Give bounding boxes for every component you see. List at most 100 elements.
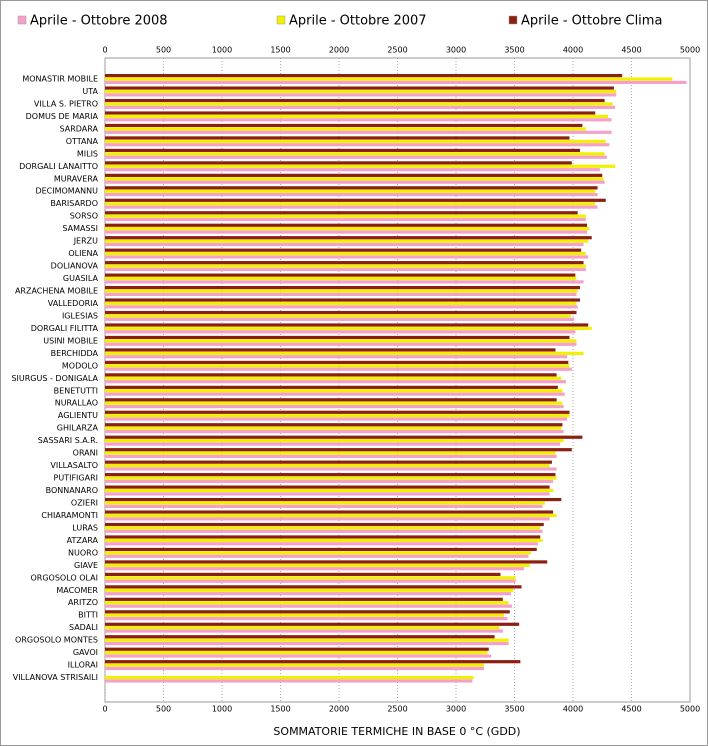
bar xyxy=(105,467,557,471)
x-tick-label: 500 xyxy=(156,46,171,55)
x-tick-label: 4500 xyxy=(621,705,641,714)
bar xyxy=(105,317,575,321)
x-tick-label: 5000 xyxy=(680,46,700,55)
bar xyxy=(105,610,510,614)
y-tick-label: GAVOI xyxy=(73,648,98,657)
y-tick-label: PUTIFIGARI xyxy=(54,474,98,483)
bar xyxy=(105,429,564,434)
y-tick-label: OZIERI xyxy=(71,498,98,507)
y-tick-label: VILLA S. PIETRO xyxy=(34,99,98,108)
y-tick-label: DOMUS DE MARIA xyxy=(26,112,99,121)
bar xyxy=(105,666,485,671)
bar xyxy=(105,538,543,542)
bar xyxy=(105,105,616,109)
x-tick-label: 1000 xyxy=(212,46,232,55)
bar xyxy=(105,193,598,197)
bar xyxy=(105,236,592,240)
bar xyxy=(105,380,566,384)
bar xyxy=(105,255,589,259)
bar xyxy=(105,205,598,209)
bar xyxy=(105,267,586,272)
bar xyxy=(105,214,586,218)
bar xyxy=(105,551,531,555)
bar xyxy=(105,139,606,143)
bar xyxy=(105,479,554,484)
y-tick-label: JERZU xyxy=(73,237,98,246)
bar xyxy=(105,423,563,427)
bar xyxy=(105,629,503,633)
bar xyxy=(105,168,600,172)
bar xyxy=(105,289,578,293)
x-tick-label: 2500 xyxy=(387,705,407,714)
bar xyxy=(105,339,577,343)
y-tick-label: BERCHIDDA xyxy=(51,349,99,358)
bar xyxy=(105,298,581,302)
bar xyxy=(105,326,592,330)
y-tick-label: ORGOSOLO OLAI xyxy=(30,573,98,582)
bar xyxy=(105,227,590,231)
bar xyxy=(105,635,495,639)
y-tick-label: OTTANA xyxy=(66,137,99,146)
bar xyxy=(105,276,577,281)
x-tick-label: 1500 xyxy=(270,705,290,714)
bar xyxy=(105,301,577,306)
bar xyxy=(105,641,509,646)
y-tick-label: ORANI xyxy=(73,449,98,458)
bar xyxy=(105,161,572,165)
bar xyxy=(105,563,530,567)
bar xyxy=(105,292,577,296)
bar xyxy=(105,542,538,546)
bar xyxy=(105,186,598,190)
y-tick-label: DECIMOMANNU xyxy=(35,187,98,196)
bar xyxy=(105,173,603,177)
bar xyxy=(105,654,492,658)
bar xyxy=(105,335,570,340)
y-tick-label: SIURGUS - DONIGALA xyxy=(11,374,98,383)
bar xyxy=(105,355,568,359)
bar xyxy=(105,86,614,90)
bar xyxy=(105,638,509,642)
bar xyxy=(105,211,578,215)
bar xyxy=(105,679,473,683)
y-tick-label: ATZARA xyxy=(67,536,99,545)
bar xyxy=(105,660,521,664)
bar xyxy=(105,102,613,106)
y-tick-label: NUORO xyxy=(68,548,98,557)
bar xyxy=(105,177,604,181)
y-tick-label: SAMASSI xyxy=(62,224,98,233)
x-tick-label: 3000 xyxy=(446,46,466,55)
bar xyxy=(105,647,489,651)
legend-marker xyxy=(508,15,518,25)
y-tick-label: ARZACHENA MOBILE xyxy=(15,286,98,295)
bar xyxy=(105,463,550,468)
bar xyxy=(105,367,572,371)
bar xyxy=(105,123,583,128)
x-tick-label: 2000 xyxy=(329,705,349,714)
y-tick-label: SASSARI S.A.R. xyxy=(38,436,98,445)
bar xyxy=(105,405,564,409)
bar xyxy=(105,401,563,405)
bar xyxy=(105,314,571,318)
bar xyxy=(105,248,582,252)
bar xyxy=(105,460,552,464)
y-tick-label: ARITZO xyxy=(68,598,98,607)
x-tick-label: 4500 xyxy=(621,46,641,55)
bar xyxy=(105,567,524,571)
bar xyxy=(105,342,577,346)
x-tick-label: 5000 xyxy=(680,705,700,714)
bar xyxy=(105,617,508,621)
bar xyxy=(105,513,557,518)
y-tick-label: BONNANARO xyxy=(46,486,98,495)
bar xyxy=(105,417,568,421)
bar xyxy=(105,130,612,134)
bar xyxy=(105,217,586,222)
bar xyxy=(105,305,578,309)
bar xyxy=(105,488,554,493)
y-tick-label: GHILARZA xyxy=(57,424,99,433)
x-axis-label: SOMMATORIE TERMICHE IN BASE 0 °C (GDD) xyxy=(273,725,520,738)
bar xyxy=(105,310,577,315)
bar xyxy=(105,651,488,655)
x-tick-label: 4000 xyxy=(563,705,583,714)
y-tick-label: VILLASALTO xyxy=(50,461,98,470)
bar xyxy=(105,89,617,94)
